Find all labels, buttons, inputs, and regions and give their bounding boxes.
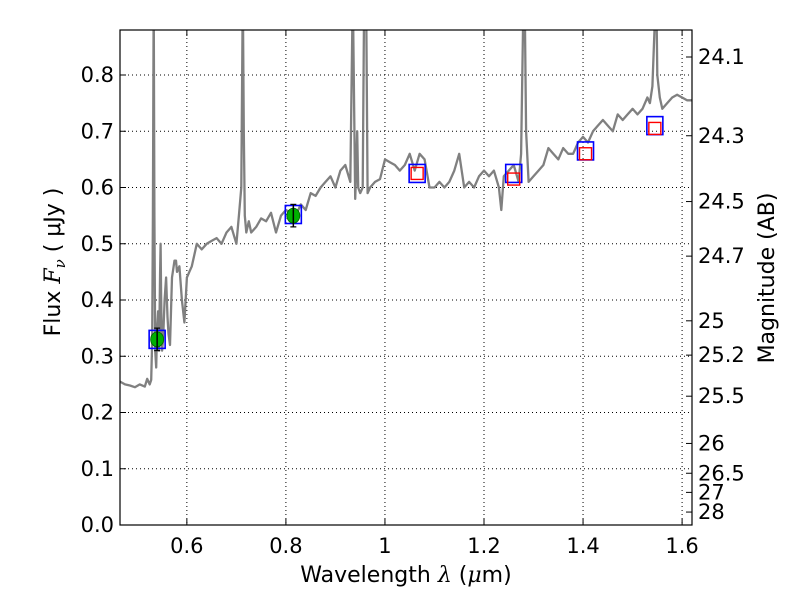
y-tick-label: 0.6 [81, 176, 114, 200]
y-tick-label: 0.8 [81, 63, 114, 87]
y-axis-label: Flux Fν ( μJy ) [41, 188, 69, 337]
x-tick-label: 1 [378, 534, 391, 558]
y2-tick-label: 25.5 [698, 384, 745, 408]
grid [120, 30, 692, 525]
model-flux-box [408, 163, 426, 184]
upper-limit-marker [410, 166, 424, 181]
y2-tick-label: 26 [698, 431, 725, 455]
y-tick-labels: 0.0 0.1 0.2 0.3 0.4 0.5 0.6 0.7 0.8 [81, 63, 114, 537]
x-tick-labels: 0.6 0.8 1 1.2 1.4 1.6 [170, 534, 699, 558]
x-tick-label: 0.8 [269, 534, 302, 558]
y2-tick-label: 28 [698, 500, 725, 524]
model-flux-box [504, 163, 523, 184]
y-tick-label: 0.7 [81, 119, 114, 143]
upper-limit-marker [507, 172, 521, 186]
y2-tick-label: 24.3 [698, 124, 745, 148]
tick-marks [120, 30, 692, 526]
y2-tick-label: 24.5 [698, 190, 745, 214]
y-tick-label: 0.5 [81, 232, 114, 256]
sed-line [120, 30, 692, 389]
x-tick-label: 1.4 [566, 534, 599, 558]
series-layer [120, 30, 692, 389]
x-tick-label: 1.2 [467, 534, 500, 558]
y2-tick-label: 24.1 [698, 45, 745, 69]
y2-tick-label: 26.5 [698, 461, 745, 485]
y2-tick-label: 25.2 [698, 343, 745, 367]
y2-tick-label: 24.7 [698, 244, 745, 268]
y-tick-label: 0.0 [81, 513, 114, 537]
y-tick-label: 0.1 [81, 457, 114, 481]
y-tick-label: 0.4 [81, 288, 114, 312]
y-tick-label: 0.2 [81, 401, 114, 425]
upper-limit-marker [578, 147, 593, 161]
x-tick-label: 0.6 [170, 534, 203, 558]
y2-tick-label: 27 [698, 480, 725, 504]
y2-axis-label: Magnitude (AB) [755, 193, 780, 364]
x-tick-label: 1.6 [665, 534, 698, 558]
x-axis-label: Wavelength λ (μm) [300, 563, 511, 588]
upper-limit-marker [648, 121, 662, 136]
y2-tick-label: 25 [698, 309, 725, 333]
photometry-points [148, 115, 664, 352]
y-tick-label: 0.3 [81, 344, 114, 368]
plot-frame [119, 29, 693, 526]
